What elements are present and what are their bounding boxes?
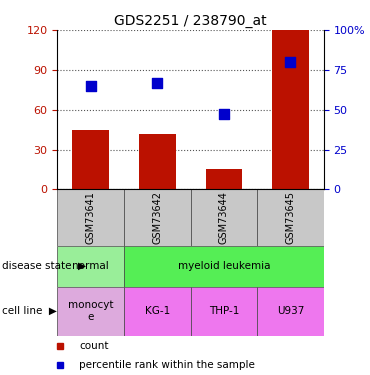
- Bar: [191, 189, 257, 246]
- Text: U937: U937: [277, 306, 304, 316]
- Bar: [272, 30, 309, 189]
- Point: [287, 59, 293, 65]
- Text: GSM73642: GSM73642: [152, 191, 162, 244]
- Title: GDS2251 / 238790_at: GDS2251 / 238790_at: [114, 13, 267, 28]
- Bar: [124, 189, 191, 246]
- Bar: [191, 287, 257, 336]
- Bar: [57, 246, 124, 287]
- Text: THP-1: THP-1: [209, 306, 239, 316]
- Bar: [57, 189, 124, 246]
- Bar: [206, 170, 242, 189]
- Text: normal: normal: [72, 261, 109, 271]
- Bar: [124, 246, 324, 287]
- Text: percentile rank within the sample: percentile rank within the sample: [79, 360, 255, 370]
- Text: cell line  ▶: cell line ▶: [2, 306, 57, 316]
- Bar: [257, 189, 324, 246]
- Text: GSM73645: GSM73645: [285, 191, 296, 244]
- Text: monocyt
e: monocyt e: [68, 300, 113, 322]
- Text: GSM73644: GSM73644: [219, 191, 229, 244]
- Bar: [257, 287, 324, 336]
- Bar: [57, 287, 124, 336]
- Text: myeloid leukemia: myeloid leukemia: [178, 261, 270, 271]
- Bar: [139, 134, 176, 189]
- Bar: [124, 287, 191, 336]
- Text: disease state  ▶: disease state ▶: [2, 261, 86, 271]
- Point: [88, 83, 94, 89]
- Text: count: count: [79, 341, 109, 351]
- Bar: [73, 130, 109, 189]
- Text: GSM73641: GSM73641: [85, 191, 96, 244]
- Text: KG-1: KG-1: [145, 306, 170, 316]
- Point: [221, 111, 227, 117]
- Point: [154, 80, 160, 86]
